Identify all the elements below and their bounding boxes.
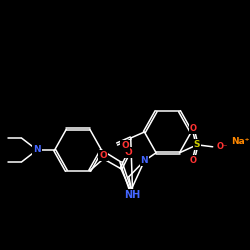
Text: O: O bbox=[190, 156, 197, 165]
Text: N: N bbox=[140, 156, 148, 165]
Text: NH: NH bbox=[124, 190, 141, 200]
Text: O⁻: O⁻ bbox=[217, 142, 228, 151]
Text: Na⁺: Na⁺ bbox=[231, 137, 249, 146]
Text: O: O bbox=[121, 142, 129, 150]
Text: O: O bbox=[190, 124, 197, 133]
Text: O: O bbox=[125, 148, 133, 157]
Text: S: S bbox=[194, 140, 200, 149]
Text: O: O bbox=[100, 151, 107, 160]
Text: N: N bbox=[33, 146, 41, 154]
